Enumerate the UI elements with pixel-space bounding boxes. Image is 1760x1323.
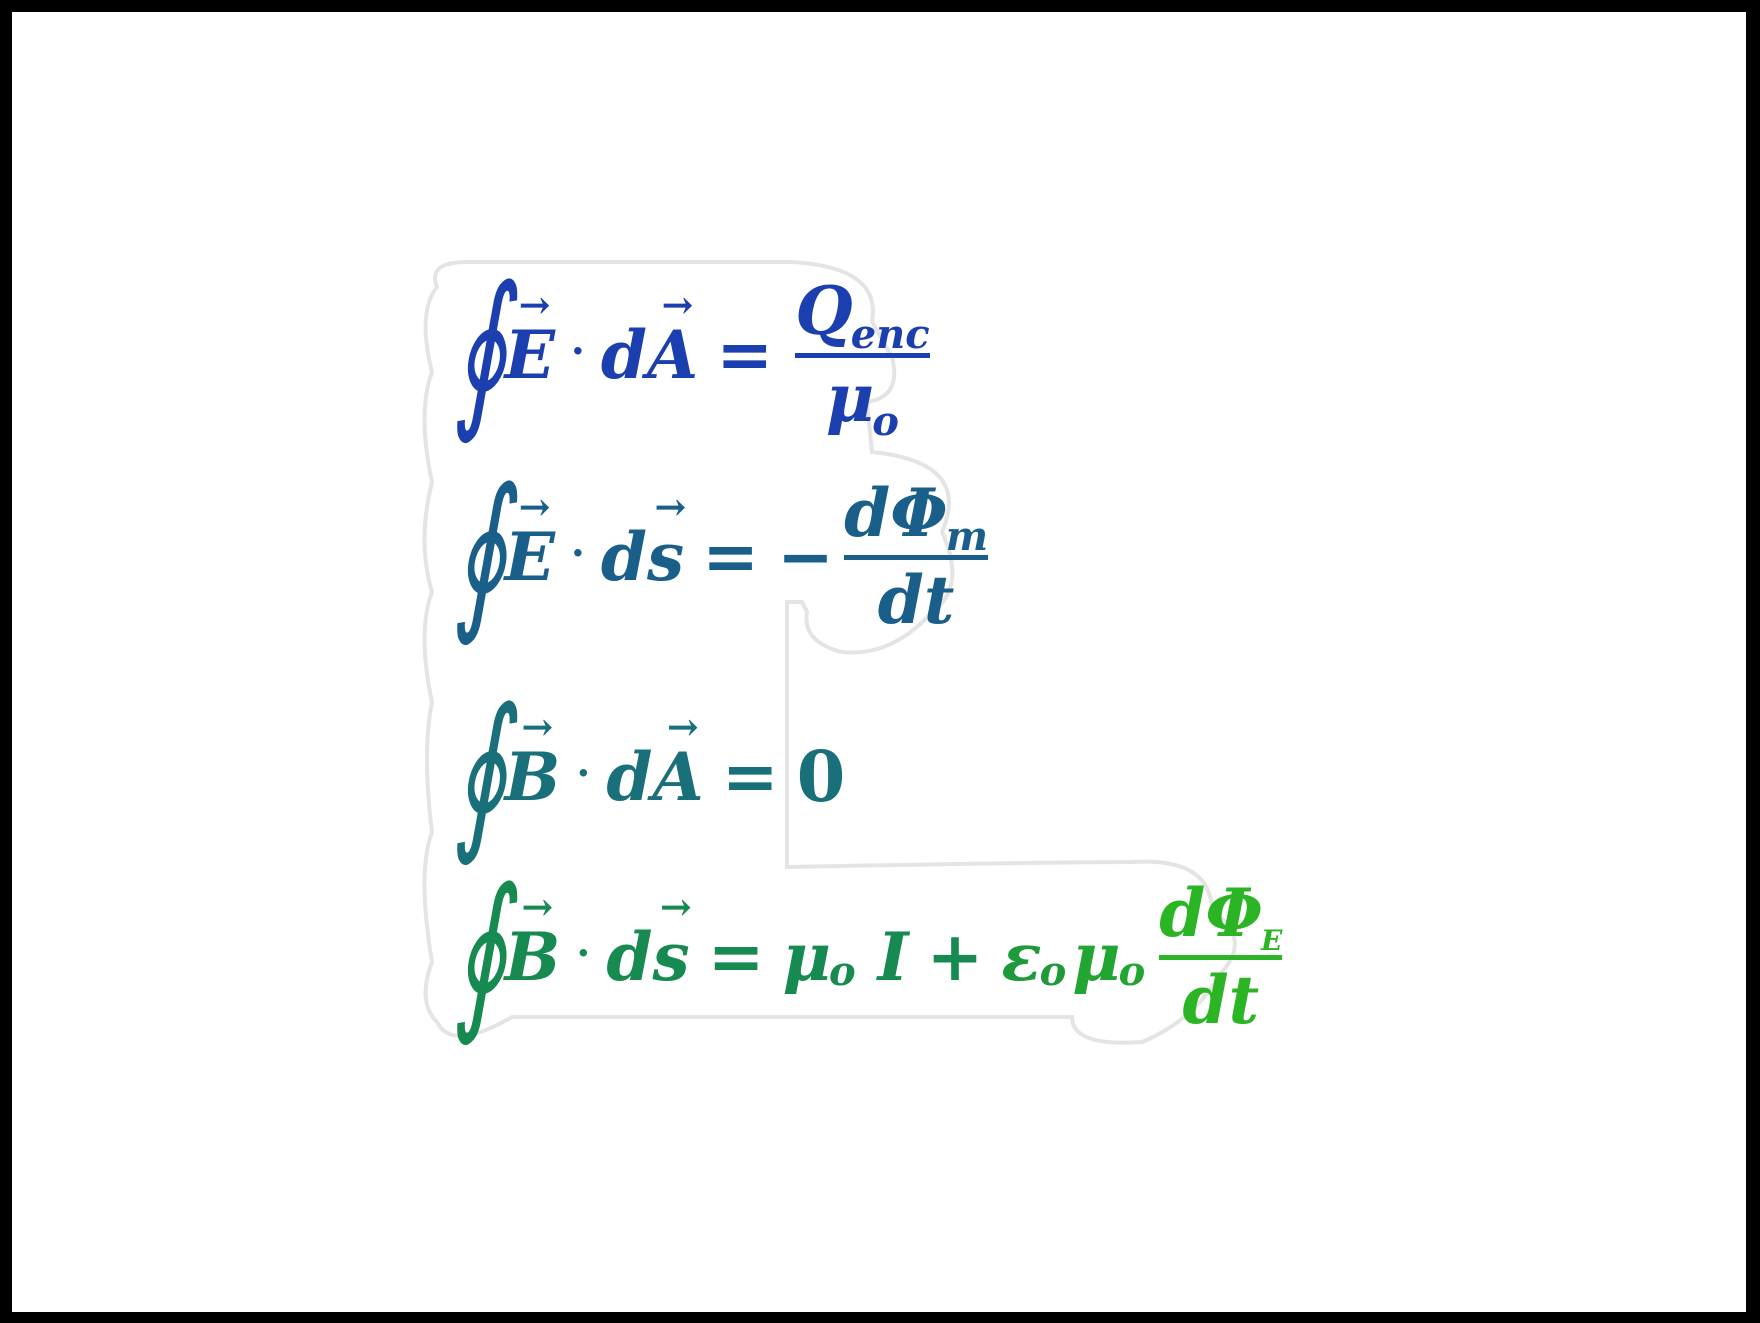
vector-element: s → <box>652 888 691 997</box>
plus-sign: + <box>926 917 984 997</box>
vector-element: s → <box>646 488 686 597</box>
vector-field: B → <box>504 708 561 817</box>
fraction: dΦm dt <box>844 479 989 639</box>
field-letter: E <box>504 316 555 394</box>
fraction-denominator: dt <box>1182 960 1260 1039</box>
numerator-symbol: dΦ <box>1159 874 1263 953</box>
vector-arrow-icon: → <box>521 884 554 929</box>
vector-arrow-icon: → <box>518 282 551 327</box>
equation-faraday: ∮ E → · d s → = − dΦm dt <box>436 466 992 642</box>
numerator-symbol: Q <box>795 272 853 351</box>
fraction-denominator: dt <box>877 560 955 639</box>
differential-d: d <box>606 918 653 996</box>
vector-arrow-icon: → <box>521 704 554 749</box>
dot-operator: · <box>576 749 591 797</box>
epsilon-symbol: ε <box>1001 918 1042 996</box>
minus-sign: − <box>777 517 835 597</box>
mu-subscript: o <box>828 947 856 995</box>
vector-field: E → <box>504 286 555 395</box>
fraction-denominator: μo <box>826 363 899 442</box>
differential-d: d <box>606 738 653 816</box>
closed-integral-symbol: ∮ <box>453 250 507 448</box>
dot-operator: · <box>570 529 585 577</box>
vector-element: A → <box>652 708 704 817</box>
image-frame: ∮ E → · d A → = Qenc μo ∮ E → · d <box>12 12 1746 1312</box>
vector-field: E → <box>504 488 555 597</box>
equation-gauss-electric: ∮ E → · d A → = Qenc μo <box>436 264 934 442</box>
fraction-bar <box>844 554 989 560</box>
dot-operator: · <box>570 327 585 375</box>
vector-field: B → <box>504 888 561 997</box>
denominator-subscript: o <box>872 397 899 445</box>
equals-sign: = <box>707 917 765 997</box>
fraction-bar <box>795 352 930 358</box>
fraction: dΦE dt <box>1159 879 1283 1039</box>
vector-arrow-icon: → <box>661 282 694 327</box>
equals-sign: = <box>716 315 774 395</box>
numerator-subscript: E <box>1260 924 1283 958</box>
field-letter: B <box>504 918 561 996</box>
differential-d: d <box>600 518 647 596</box>
sticker-shape <box>422 260 1237 1045</box>
fraction-numerator: dΦE <box>1159 879 1282 956</box>
differential-d: d <box>600 316 647 394</box>
equals-sign: = <box>702 517 760 597</box>
denominator-symbol: μ <box>825 358 875 437</box>
closed-integral-symbol: ∮ <box>453 672 507 870</box>
fraction-bar <box>1159 954 1283 960</box>
equation-gauss-magnetic: ∮ B → · d A → = 0 <box>436 686 846 862</box>
vector-arrow-icon: → <box>666 704 699 749</box>
epsilon-subscript: o <box>1039 947 1067 995</box>
fraction-numerator: Qenc <box>795 277 929 356</box>
element-letter: s <box>652 918 690 996</box>
sticker-outline <box>12 12 1746 1312</box>
vector-arrow-icon: → <box>654 484 687 529</box>
zero-value: 0 <box>796 735 846 818</box>
field-letter: B <box>504 738 561 816</box>
vector-arrow-icon: → <box>518 484 551 529</box>
fraction: Qenc μo <box>795 277 930 442</box>
mu-subscript: o <box>1118 947 1146 995</box>
vector-element: A → <box>646 286 699 395</box>
field-letter: E <box>504 518 555 596</box>
mu-symbol: μ <box>782 918 831 996</box>
dot-operator: · <box>576 929 591 977</box>
closed-integral-symbol: ∮ <box>453 852 507 1050</box>
current-symbol: I <box>877 918 909 996</box>
fraction-numerator: dΦm <box>844 479 988 558</box>
element-letter: A <box>646 316 699 394</box>
closed-integral-symbol: ∮ <box>453 452 507 650</box>
mu-symbol: μ <box>1072 918 1121 996</box>
element-letter: A <box>652 738 704 816</box>
numerator-subscript: m <box>945 513 989 561</box>
equation-ampere-maxwell: ∮ B → · d s → = μ o I + ε o μ o dΦE dt <box>436 866 1286 1042</box>
numerator-symbol: dΦ <box>844 474 948 553</box>
vector-arrow-icon: → <box>659 884 692 929</box>
numerator-subscript: enc <box>850 311 930 359</box>
element-letter: s <box>646 518 685 596</box>
equals-sign: = <box>721 737 779 817</box>
